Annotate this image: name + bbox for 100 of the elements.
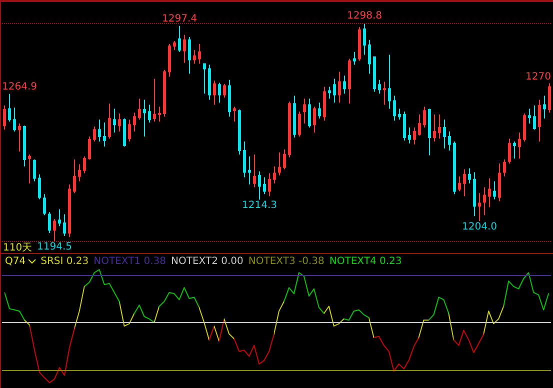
candlestick: [378, 79, 381, 94]
candlestick: [13, 107, 16, 132]
text: Q74: [5, 256, 26, 267]
candlestick: [123, 118, 126, 148]
candlestick: [193, 49, 196, 64]
ref-line-label: NOTEXT2 0.00: [171, 256, 244, 267]
candlestick: [113, 108, 116, 134]
candlestick: [163, 69, 166, 118]
candlestick: [108, 103, 111, 140]
text: 110天: [3, 242, 32, 254]
candlestick: [373, 56, 376, 92]
candlestick: [228, 79, 231, 118]
candlestick: [363, 22, 366, 56]
candlestick: [188, 36, 191, 74]
candlestick: [168, 43, 171, 78]
candlestick: [48, 212, 51, 234]
text: NOTEXT4 0.23: [329, 256, 402, 267]
candlestick: [328, 86, 331, 100]
candlestick: [418, 114, 421, 136]
candlestick: [423, 106, 426, 128]
candlestick: [488, 178, 491, 208]
candlestick: [33, 158, 36, 182]
candlestick: [218, 82, 221, 104]
candlestick: [268, 172, 271, 197]
candlestick: [428, 108, 431, 156]
candlestick: [148, 104, 151, 123]
candlestick: [28, 154, 31, 184]
candlestick: [393, 95, 396, 122]
candlestick: [523, 113, 526, 142]
candlestick: [238, 109, 241, 155]
candlestick: [293, 95, 296, 138]
candlestick: [323, 86, 326, 122]
annotation: 1194.5: [37, 242, 72, 252]
candlestick: [118, 113, 121, 132]
candlestick: [68, 184, 71, 238]
ref-line-label: NOTEXT1 0.38: [94, 256, 166, 267]
candlestick: [153, 78, 156, 122]
candlestick: [343, 75, 346, 94]
candlestick: [368, 39, 371, 74]
candlestick: [433, 114, 436, 142]
candlestick: [478, 192, 481, 222]
candlestick: [178, 25, 181, 52]
candlestick: [258, 170, 261, 200]
candlestick: [383, 81, 386, 106]
candlestick: [43, 194, 46, 216]
candlestick: [58, 208, 61, 227]
candlestick: [458, 176, 461, 192]
candlestick: [348, 58, 351, 104]
candlestick: [213, 80, 216, 106]
candlestick: [63, 214, 66, 236]
candlestick: [358, 26, 361, 62]
candlestick: [103, 122, 106, 148]
candlestick: [318, 102, 321, 120]
candlestick: [158, 106, 161, 122]
candlestick: [493, 180, 496, 200]
candlestick: [198, 43, 201, 64]
candlestick: [388, 54, 391, 110]
candlestick: [278, 152, 281, 176]
ref-line-label: NOTEXT3 -0.38: [248, 256, 324, 267]
candlestick: [83, 156, 86, 174]
annotation: 1214.3: [242, 200, 278, 212]
candlestick: [498, 162, 501, 202]
candlestick: [288, 101, 291, 158]
candlestick: [508, 138, 511, 164]
candlestick: [128, 119, 131, 142]
candlestick: [398, 108, 401, 120]
candlestick: [308, 98, 311, 128]
candlestick: [353, 51, 356, 66]
candlestick: [408, 127, 411, 144]
candlestick: [23, 125, 26, 167]
candlestick: [338, 71, 341, 104]
candlestick: [233, 106, 236, 122]
annotation: 1297.4: [162, 13, 198, 24]
candlestick: [513, 141, 516, 159]
candlestick: [133, 112, 136, 132]
candlestick: [93, 126, 96, 142]
candlestick: [468, 168, 471, 184]
candlestick: [528, 108, 531, 124]
annotation: 1204.0: [462, 222, 498, 233]
candlestick: [203, 63, 206, 94]
candlestick: [243, 141, 246, 178]
candlestick: [538, 99, 541, 142]
candlestick: [443, 119, 446, 149]
candlestick: [88, 136, 91, 160]
candlestick: [463, 168, 466, 197]
candlestick: [38, 174, 41, 200]
candlestick: [273, 166, 276, 184]
candlestick: [173, 40, 176, 50]
annotation: 1264.9: [2, 82, 37, 92]
candlestick: [413, 127, 416, 145]
candlestick: [183, 34, 186, 64]
candlestick: [98, 119, 101, 142]
candlestick: [73, 158, 76, 194]
candlestick: [3, 105, 6, 130]
candlestick: [223, 83, 226, 98]
candlestick: [543, 95, 546, 120]
candlestick: [8, 93, 11, 122]
candlestick: [263, 176, 266, 195]
candlestick: [53, 218, 56, 242]
candlestick: [298, 111, 301, 137]
